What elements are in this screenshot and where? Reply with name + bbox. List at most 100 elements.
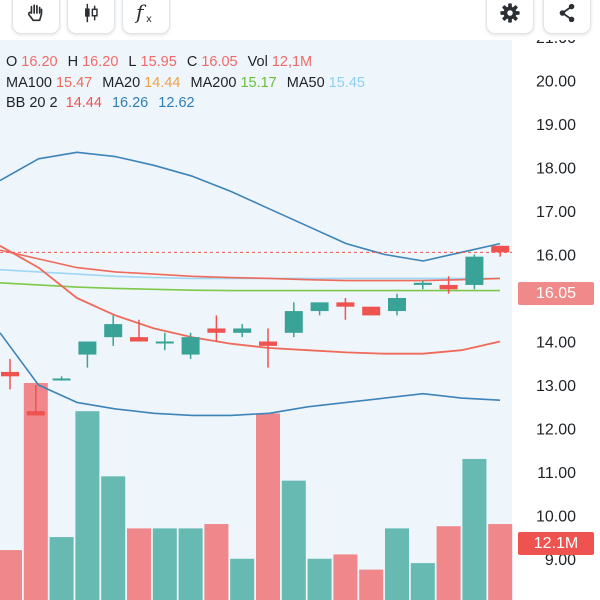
volume-bar (333, 554, 358, 600)
volume-bars (0, 383, 513, 600)
volume-bar (462, 458, 487, 600)
indicators-button[interactable]: f x (122, 0, 170, 34)
candle-body (388, 298, 406, 312)
y-tick-label: 20.00 (536, 74, 576, 91)
candle (155, 332, 174, 351)
share-icon (559, 3, 575, 23)
price-chart[interactable]: 21.0020.0019.0018.0017.0016.0015.0014.00… (0, 40, 600, 600)
function-icon: f x (134, 1, 152, 25)
bb-upper-value: 12.62 (158, 95, 195, 111)
candle-body (465, 256, 484, 285)
candle-body (362, 306, 381, 316)
high-value: 16.20 (82, 54, 119, 70)
y-tick-label: 12.00 (536, 422, 576, 439)
price-axis: 21.0020.0019.0018.0017.0016.0015.0014.00… (536, 40, 576, 569)
open-label: O (6, 54, 18, 70)
bollinger-lower-line (0, 332, 501, 417)
y-tick-label: 18.00 (536, 161, 576, 178)
y-tick-label: 14.00 (536, 335, 576, 352)
candle (207, 315, 226, 342)
volume-bar (281, 480, 306, 600)
hand-tool-button[interactable] (12, 0, 60, 34)
volume-bar (204, 524, 229, 600)
bb-row: BB 20 2 14.44 16.26 12.62 (6, 93, 371, 114)
y-tick-label: 21.00 (536, 40, 576, 47)
close-value: 16.05 (201, 54, 238, 70)
candle-body (413, 282, 432, 285)
volume-bar (0, 550, 22, 600)
ma20-value: 14.44 (144, 74, 181, 91)
candle (491, 245, 510, 257)
candle (388, 293, 406, 316)
candle (439, 276, 458, 294)
ma20-line (0, 245, 501, 355)
bb-lower-value: 14.44 (65, 95, 102, 111)
volume-bar (49, 537, 74, 600)
candle (465, 254, 484, 290)
candle (26, 385, 45, 416)
high-label: H (67, 54, 79, 70)
y-tick-label: 10.00 (536, 509, 576, 526)
ma200-value: 15.17 (240, 74, 277, 91)
low-value: 15.95 (140, 54, 177, 70)
ma100-line (0, 249, 501, 282)
settings-button[interactable] (486, 0, 534, 34)
svg-text:x: x (146, 14, 152, 25)
candle (104, 315, 123, 346)
candle (284, 302, 303, 338)
volume-bar (178, 528, 203, 600)
candlestick-icon (85, 3, 98, 23)
candle-body (439, 284, 458, 290)
volume-value: 12,1M (271, 54, 313, 70)
candle-body (78, 341, 97, 355)
volume-bar (152, 528, 177, 600)
y-tick-label: 16.00 (536, 248, 576, 265)
candle-body (233, 328, 252, 333)
candle (52, 376, 71, 381)
share-button[interactable] (543, 0, 591, 34)
candle (336, 298, 355, 320)
candle-body (336, 302, 355, 307)
bollinger-upper-line (0, 151, 501, 262)
y-tick-label: 9.00 (545, 552, 576, 569)
ohlc-row: O 16.20 H 16.20 L 15.95 C 16.05 Vol 12,1M (6, 52, 371, 73)
candle (233, 324, 252, 338)
last-price-tag: 16.05 (518, 282, 594, 305)
ma-row: MA100 15.47 MA20 14.44 MA200 15.17 MA50 15.4… (6, 73, 371, 94)
low-label: L (128, 54, 137, 70)
chart-type-button[interactable] (67, 0, 115, 34)
ma20-label: MA20 (102, 74, 141, 91)
volume-bar (385, 528, 409, 600)
candle (1, 358, 19, 390)
candle-body (491, 245, 510, 253)
bb-mid-value: 16.26 (111, 95, 149, 111)
candle-body (130, 337, 148, 342)
ma50-value: 15.45 (328, 74, 365, 91)
candle (130, 319, 148, 342)
candle (78, 341, 97, 368)
hand-icon (28, 4, 43, 22)
candle (310, 302, 329, 316)
volume-bar (127, 528, 151, 600)
volume-bar (75, 411, 100, 600)
ma200-line (0, 282, 500, 292)
volume-bar (436, 526, 461, 600)
candle-body (207, 328, 226, 333)
ma100-label: MA100 (6, 74, 52, 91)
candle (413, 280, 432, 290)
candle-body (1, 371, 19, 377)
candle-body (155, 341, 174, 344)
open-value: 16.20 (21, 54, 58, 70)
ma100-value: 15.47 (55, 74, 93, 91)
indicator-legend: O 16.20 H 16.20 L 15.95 C 16.05 Vol 12,1M MA1… (6, 52, 371, 114)
indicator-lines (0, 151, 512, 417)
candle-body (259, 341, 277, 346)
volume-bar (410, 563, 435, 600)
candle-body (284, 311, 303, 333)
candle-body (181, 337, 200, 355)
volume-bar (23, 383, 48, 600)
last-volume-tag: 12.1M (518, 532, 594, 555)
y-tick-label: 11.00 (537, 465, 576, 482)
y-tick-label: 19.00 (536, 117, 576, 134)
y-tick-label: 13.00 (536, 378, 576, 395)
